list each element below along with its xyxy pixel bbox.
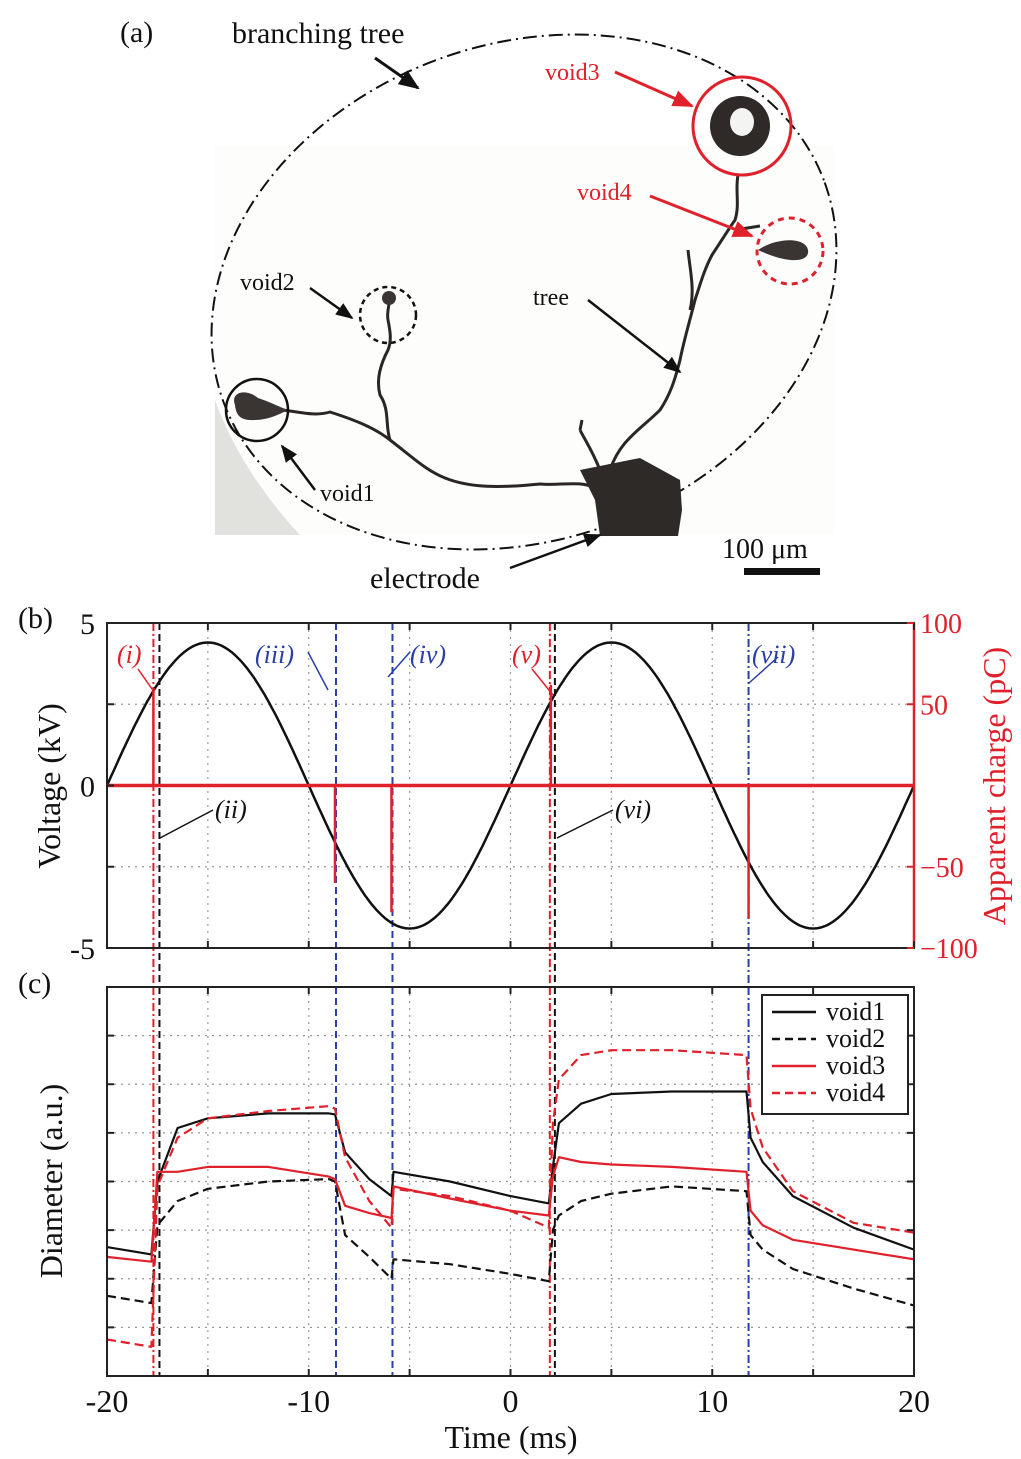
panel-c-series	[106, 1049, 915, 1348]
legend-label-void1: void1	[826, 997, 885, 1026]
panel-c-xlabel: Time (ms)	[444, 1419, 577, 1455]
event-label-vi: (vi)	[615, 795, 651, 824]
y-tick-label: -5	[70, 933, 95, 966]
micrograph-shadow	[215, 400, 300, 535]
event-label-leader	[748, 656, 779, 684]
void4-shape	[758, 240, 809, 261]
panel-b-label: (b)	[18, 602, 53, 635]
void2-arrow	[309, 286, 354, 320]
void3-arrow	[614, 70, 694, 108]
event-label-v: (v)	[512, 640, 541, 669]
y-right-tick-label: 100	[920, 609, 962, 640]
void3-label: void3	[545, 60, 600, 86]
electrode-label: electrode	[370, 562, 480, 595]
x-tick-label: 0	[503, 1383, 519, 1419]
panel-b-ylabel: Voltage (kV)	[31, 703, 67, 869]
void3-core	[730, 108, 754, 136]
void1-arrow	[280, 444, 316, 491]
series-void3	[106, 1156, 915, 1263]
x-tick-label: 10	[696, 1383, 728, 1419]
void2-circle	[358, 285, 418, 345]
scale-bar	[744, 568, 820, 575]
void2-shape	[382, 291, 396, 305]
event-label-i: (i)	[117, 640, 142, 669]
event-label-leader	[387, 651, 411, 678]
series-void1	[106, 1090, 915, 1256]
x-tick-label: -10	[287, 1383, 330, 1419]
panel-c-ticks: -20 -10 0 10 20	[86, 987, 930, 1419]
branching-tree-label: branching tree	[232, 17, 404, 50]
legend-label-void4: void4	[826, 1078, 885, 1107]
panel-b-ylabel-right: Apparent charge (pC)	[976, 647, 1012, 925]
event-label-vii: (vii)	[752, 640, 795, 669]
event-label-ii: (ii)	[215, 795, 247, 824]
void3-circle[interactable]	[691, 75, 793, 177]
panel-b-series	[105, 641, 916, 930]
void1-shape	[234, 392, 288, 421]
y-right-tick-label: 50	[920, 690, 948, 721]
event-label-iv: (iv)	[410, 640, 446, 669]
scale-bar-label: 100 μm	[722, 534, 808, 565]
event-label-iii: (iii)	[255, 640, 294, 669]
event-label-leader	[531, 668, 554, 696]
panel-c: (c) -20 -10 0 10 20 Diameter (a.u.) Time (ms…	[18, 967, 930, 1455]
event-label-leader	[307, 651, 329, 691]
electrode-blob	[580, 458, 682, 536]
panel-b-event-labels: (i) (ii) (iii) (iv) (v) (vi) (vii)	[117, 640, 795, 839]
x-tick-label: -20	[86, 1383, 129, 1419]
y-right-tick-label: −50	[920, 853, 964, 884]
event-label-leader	[137, 668, 155, 692]
branching-tree-arrow	[374, 56, 420, 90]
event-label-leader	[556, 809, 614, 839]
panel-c-ylabel: Diameter (a.u.)	[33, 1084, 69, 1279]
legend-label-void3: void3	[826, 1051, 885, 1080]
micrograph-background	[215, 145, 835, 535]
panel-a-label: (a)	[120, 16, 153, 49]
void4-label: void4	[577, 180, 632, 206]
void1-label: void1	[320, 481, 375, 507]
tree-arrow	[587, 299, 682, 374]
void1-circle	[224, 377, 290, 443]
x-tick-label: 20	[898, 1383, 930, 1419]
y-tick-label: 0	[80, 771, 95, 804]
void4-arrow	[649, 194, 754, 238]
y-right-tick-label: −100	[920, 934, 978, 965]
y-tick-label: 5	[80, 608, 95, 641]
event-label-leader	[159, 809, 214, 839]
panel-c-event-markers	[152, 987, 750, 1376]
legend-label-void2: void2	[826, 1024, 885, 1053]
panel-c-label: (c)	[18, 967, 51, 1000]
void4-circle[interactable]	[755, 216, 825, 286]
electrode-arrow	[509, 533, 602, 570]
void2-label: void2	[240, 270, 295, 296]
series-void2	[106, 1178, 915, 1307]
series-void4	[106, 1049, 915, 1348]
tree-label: tree	[533, 285, 569, 311]
panel-a: (a) branching tree void1 void2 vo	[120, 16, 838, 595]
